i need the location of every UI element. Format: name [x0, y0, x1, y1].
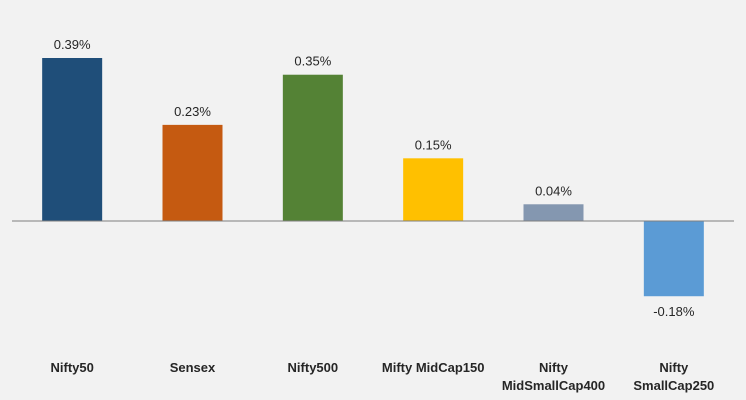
bar-nifty500: [282, 74, 343, 221]
category-labels-group: Nifty50 Sensex Nifty500 Mifty MidCap150 Nift…: [50, 360, 714, 393]
bar-sensex: [162, 124, 223, 221]
bar-nifty-smallcap250: [643, 221, 704, 297]
value-label-nifty-midsmallcap400: 0.04%: [535, 183, 572, 198]
bar-nifty50: [42, 58, 103, 221]
value-label-nifty-smallcap250: -0.18%: [653, 304, 695, 319]
value-labels-group: 0.39% 0.23% 0.35% 0.15% 0.04% -0.18%: [54, 37, 695, 319]
category-label-nifty-midsmallcap400: Nifty MidSmallCap400: [502, 360, 605, 393]
category-label-nifty50: Nifty50: [50, 360, 93, 375]
value-label-mifty-midcap150: 0.15%: [415, 137, 452, 152]
value-label-nifty500: 0.35%: [294, 54, 331, 69]
category-label-sensex: Sensex: [170, 360, 216, 375]
category-label-nifty500: Nifty500: [288, 360, 339, 375]
bars-group: [42, 58, 704, 297]
bar-mifty-midcap150: [403, 158, 464, 221]
value-label-nifty50: 0.39%: [54, 37, 91, 52]
category-label-nifty-smallcap250: Nifty SmallCap250: [633, 360, 714, 393]
bar-nifty-midsmallcap400: [523, 204, 584, 221]
category-label-mifty-midcap150: Mifty MidCap150: [382, 360, 485, 375]
value-label-sensex: 0.23%: [174, 104, 211, 119]
